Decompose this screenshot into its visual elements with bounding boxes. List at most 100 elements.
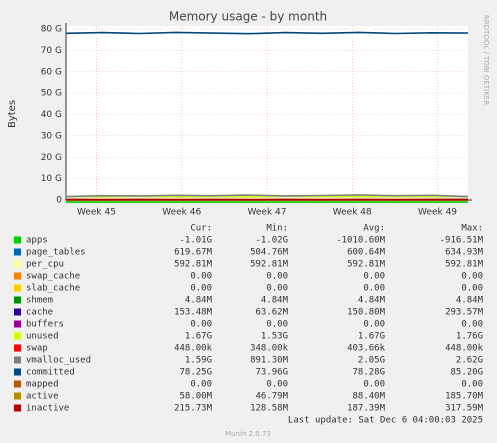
legend-stat: 0.00 [266,284,288,294]
legend-stat: -1.02G [255,236,288,246]
legend-stat: 0.00 [461,284,483,294]
legend-swatch [14,236,21,244]
legend-stat: 4.84M [261,296,289,306]
x-tick-label: Week 49 [418,208,457,218]
chart-title: Memory usage - by month [169,10,327,24]
legend-label: swap_cache [26,272,80,282]
stat-header: Max: [461,224,483,234]
legend-stat: 634.93M [445,248,484,258]
legend-stat: 448.00k [174,344,213,354]
legend-stat: 215.73M [174,404,213,414]
legend-label: apps [26,236,48,246]
legend-stat: 4.84M [456,296,484,306]
legend-stat: 592.81M [250,260,289,270]
legend-stat: 891.30M [250,356,289,366]
legend-stat: 592.81M [347,260,386,270]
x-tick-label: Week 48 [333,208,372,218]
legend-stat: 0.00 [363,272,385,282]
legend-swatch [14,284,21,292]
legend-stat: 185.70M [445,392,484,402]
legend-stat: 0.00 [190,272,212,282]
legend-stat: 0.00 [461,380,483,390]
y-tick-label: 60 G [41,67,62,77]
legend-swatch [14,392,21,400]
legend-swatch [14,404,21,412]
y-axis-label: Bytes [7,100,18,128]
legend-stat: 153.48M [174,308,213,318]
y-tick-label: 0 [56,196,62,206]
legend-stat: 0.00 [461,272,483,282]
legend-label: mapped [26,380,59,390]
legend-stat: 403.66k [347,344,386,354]
legend-swatch [14,308,21,316]
legend-swatch [14,260,21,268]
legend-stat: 317.59M [445,404,484,414]
legend-label: committed [26,368,75,378]
legend-stat: 600.64M [347,248,386,258]
x-tick-label: Week 46 [162,208,201,218]
legend-label: shmem [26,296,53,306]
legend-label: cache [26,308,53,318]
legend-label: vmalloc_used [26,356,91,366]
legend-swatch [14,296,21,304]
legend-stat: 1.76G [456,332,483,342]
legend-stat: 58.00M [179,392,212,402]
legend-stat: 63.62M [255,308,288,318]
legend-stat: 0.00 [266,272,288,282]
version: Munin 2.0.73 [225,430,271,438]
legend-stat: 150.80M [347,308,386,318]
legend-stat: 2.05G [358,356,385,366]
legend-stat: 88.40M [352,392,385,402]
legend-stat: 0.00 [363,284,385,294]
y-tick-label: 70 G [41,46,62,56]
y-tick-label: 40 G [41,110,62,120]
legend-stat: 78.28G [352,368,385,378]
legend-label: slab_cache [26,284,80,294]
legend-stat: 0.00 [461,320,483,330]
legend-stat: 1.67G [185,332,212,342]
legend-label: page_tables [26,248,86,258]
legend-swatch [14,332,21,340]
legend-stat: 619.67M [174,248,213,258]
stat-header: Avg: [363,224,385,234]
y-tick-label: 20 G [41,153,62,163]
legend-stat: 592.81M [445,260,484,270]
legend-label: per_cpu [26,260,64,270]
legend-swatch [14,356,21,364]
legend-label: swap [26,344,48,354]
legend-swatch [14,248,21,256]
legend-stat: 0.00 [190,380,212,390]
series-line [65,194,469,198]
x-tick-label: Week 45 [77,208,116,218]
y-tick-label: 80 G [41,25,62,35]
legend-stat: 1.67G [358,332,385,342]
legend-stat: 1.59G [185,356,212,366]
y-tick-label: 30 G [41,131,62,141]
legend-stat: 0.00 [190,320,212,330]
legend-stat: 2.62G [456,356,483,366]
legend-stat: 293.57M [445,308,484,318]
stat-header: Cur: [190,224,212,234]
legend-stat: -916.51M [440,236,484,246]
legend-stat: 592.81M [174,260,213,270]
legend-stat: 128.58M [250,404,289,414]
legend-stat: 448.00k [445,344,484,354]
legend-label: buffers [26,320,64,330]
legend-swatch [14,344,21,352]
legend-swatch [14,272,21,280]
legend-stat: 0.00 [266,380,288,390]
legend-label: active [26,392,59,402]
series-line [65,31,469,35]
legend-stat: 187.39M [347,404,386,414]
legend-label: inactive [26,404,69,414]
legend-stat: 73.96G [255,368,288,378]
y-tick-label: 10 G [41,174,62,184]
legend-stat: 85.20G [450,368,483,378]
legend-stat: 4.84M [185,296,213,306]
legend-stat: 504.76M [250,248,289,258]
legend-stat: 0.00 [363,380,385,390]
y-tick-label: 50 G [41,89,62,99]
legend-stat: 78.25G [179,368,212,378]
legend-label: unused [26,332,59,342]
